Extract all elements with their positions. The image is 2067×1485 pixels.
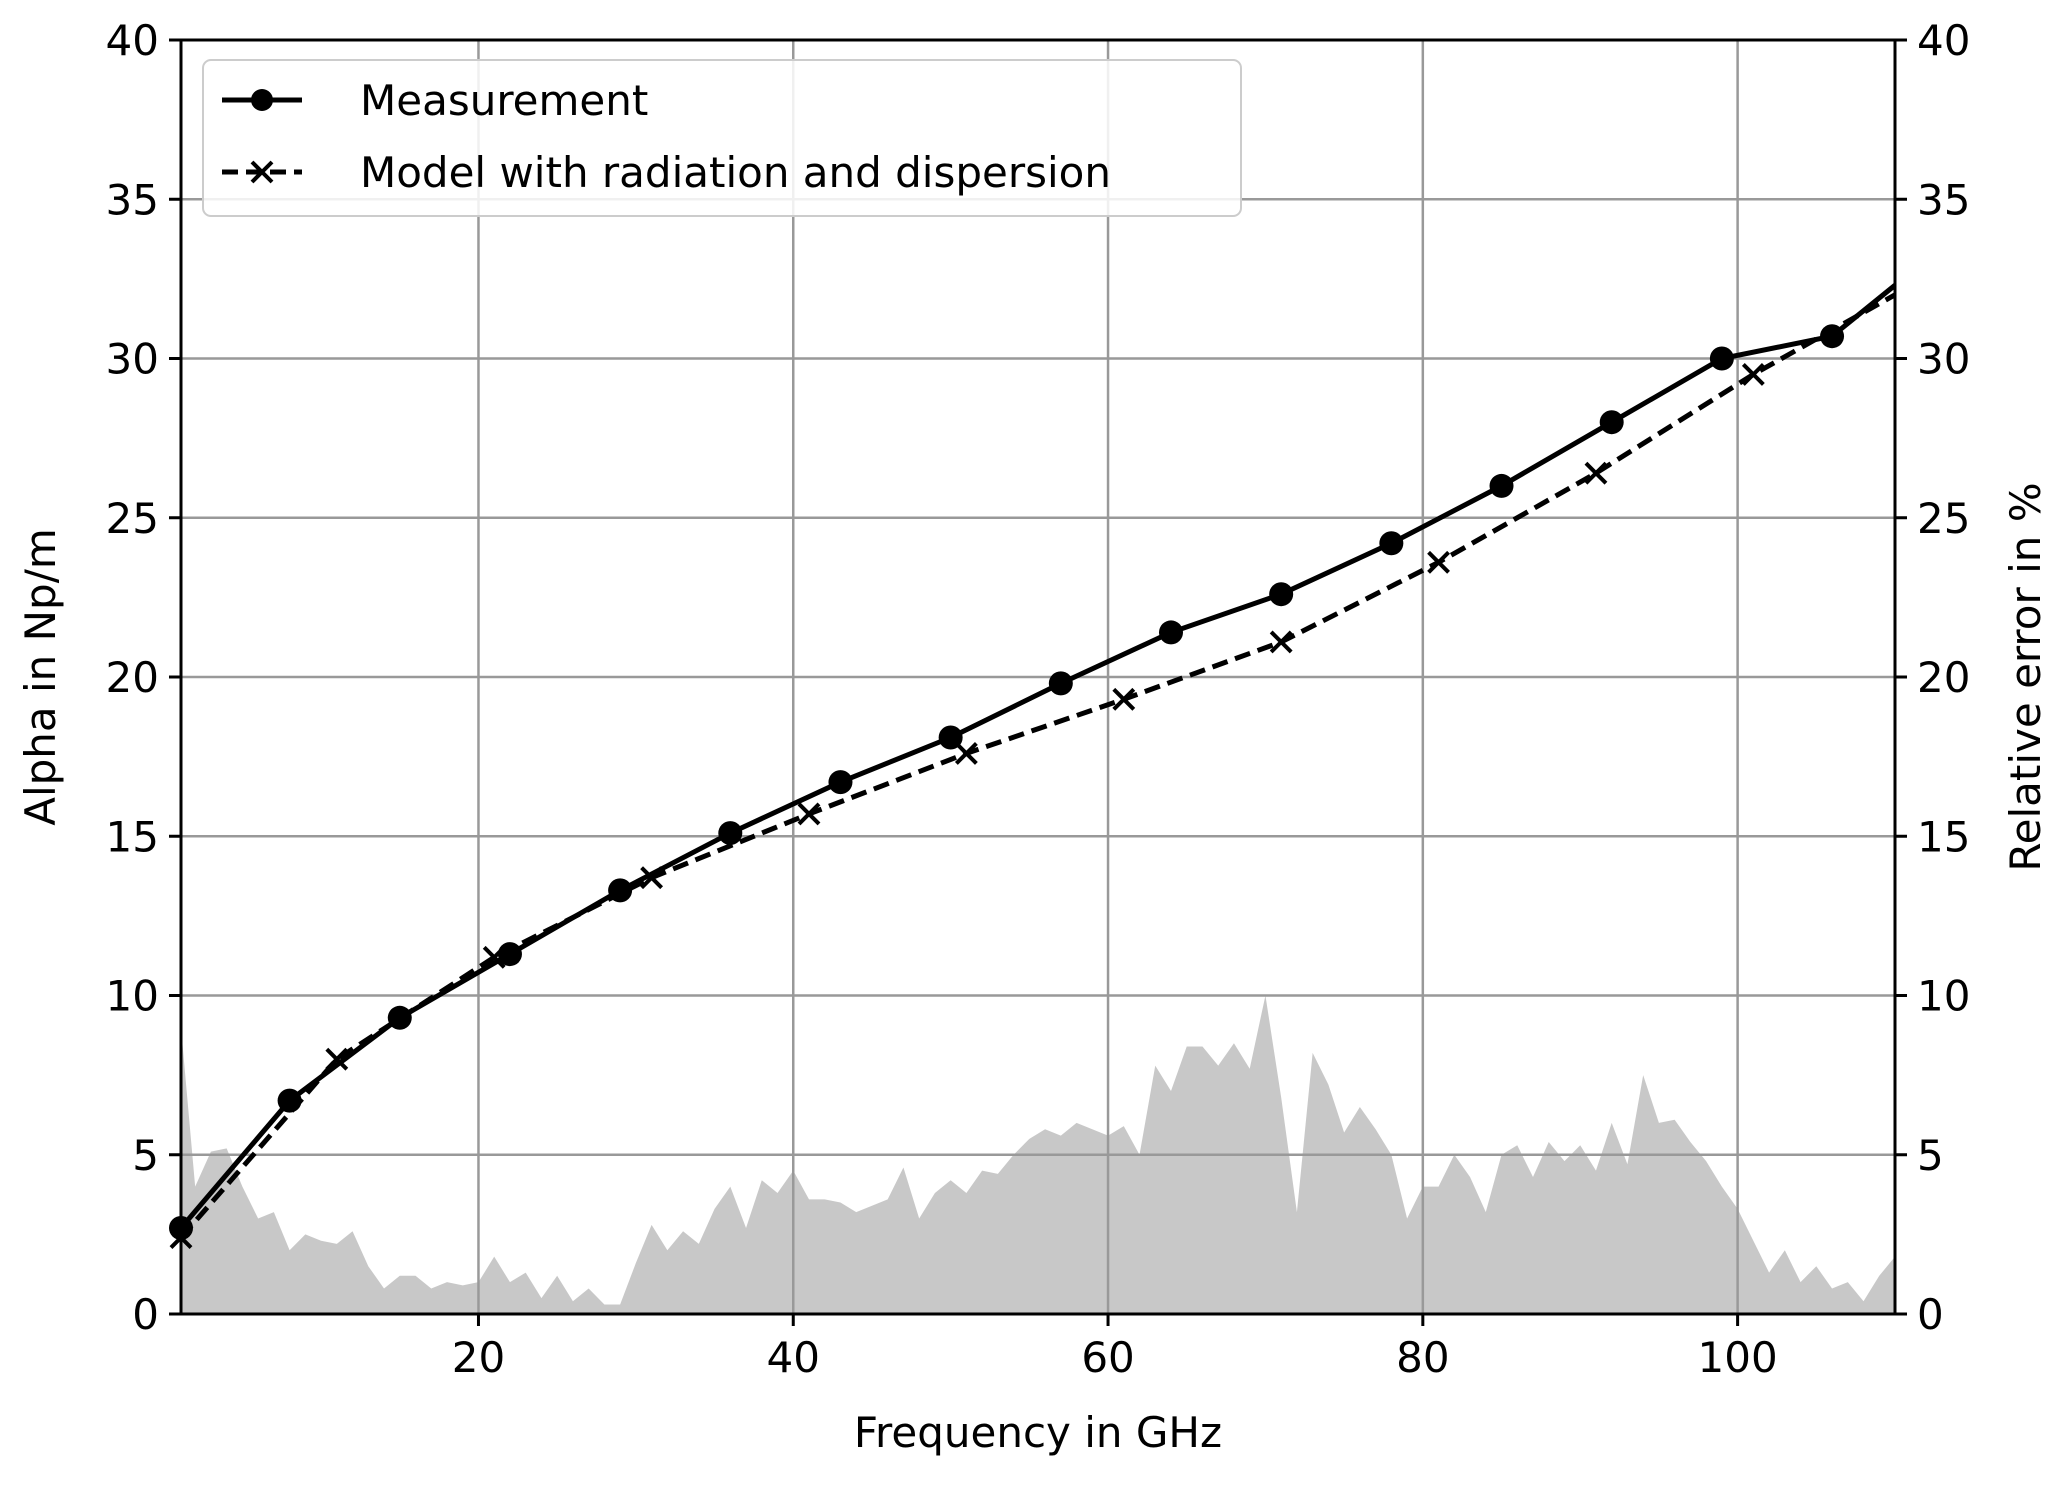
measurement-marker [828, 770, 853, 795]
legend-model-marker [250, 160, 274, 184]
measurement-marker [1820, 324, 1845, 349]
legend-measurement-marker [251, 89, 273, 111]
measurement-marker [1379, 531, 1404, 556]
y-tick-label: 5 [132, 1131, 159, 1180]
y-tick-label: 20 [106, 653, 159, 702]
model-marker [325, 1047, 349, 1071]
x-tick-label: 40 [767, 1333, 820, 1382]
model-marker [1741, 363, 1765, 386]
measurement-marker [387, 1005, 412, 1030]
y2-tick-label: 10 [1917, 972, 1970, 1021]
x-tick-label: 60 [1081, 1333, 1134, 1382]
y-tick-label: 15 [106, 812, 159, 861]
series-layer [169, 283, 1897, 1249]
y2-tick-label: 20 [1917, 653, 1970, 702]
legend-box [202, 59, 1242, 217]
model-marker [640, 866, 664, 890]
axis-layer: 20 40 60 80 100 0 5 10 15 20 25 30 35 40 0 5 10 15 20 25 30 3… [106, 16, 1971, 1382]
y2-tick-label: 30 [1917, 335, 1970, 384]
y-tick-label: 10 [106, 972, 159, 1021]
y-tick-label: 30 [106, 335, 159, 384]
model-marker [1112, 687, 1136, 711]
measurement-marker [1048, 671, 1073, 696]
x-axis-label: Frequency in GHz [854, 1408, 1222, 1457]
measurement-marker [718, 821, 743, 846]
measurement-marker [1269, 582, 1294, 607]
legend: Measurement Model with radiation and dis… [202, 59, 1242, 217]
y2-tick-label: 5 [1917, 1131, 1944, 1180]
model-marker [797, 802, 821, 826]
measurement-marker [1709, 346, 1734, 371]
model-marker [954, 742, 978, 765]
y-axis-label: Alpha in Np/m [16, 528, 65, 826]
measurement-marker [497, 942, 522, 967]
x-tick-label: 100 [1698, 1333, 1778, 1382]
measurement-marker [277, 1088, 302, 1113]
y2-tick-label: 35 [1917, 175, 1970, 224]
legend-model-label: Model with radiation and dispersion [360, 148, 1111, 197]
y2-tick-label: 25 [1917, 494, 1970, 543]
measurement-line [179, 283, 1897, 1230]
measurement-marker [938, 725, 963, 750]
y2-tick-label: 15 [1917, 812, 1970, 861]
x-tick-label: 80 [1396, 1333, 1449, 1382]
model-marker [1427, 550, 1450, 574]
y-tick-label: 25 [106, 494, 159, 543]
model-line [179, 292, 1897, 1240]
measurement-marker [1599, 410, 1624, 435]
measurement-marker [1158, 620, 1183, 645]
y2-axis-label: Relative error in % [2001, 482, 2050, 871]
y2-tick-label: 40 [1917, 16, 1970, 65]
model-marker [1584, 461, 1608, 485]
y-tick-label: 35 [106, 175, 159, 224]
legend-measurement-label: Measurement [360, 76, 648, 125]
y-tick-label: 0 [132, 1290, 159, 1339]
measurement-marker [1489, 473, 1514, 498]
y2-tick-label: 0 [1917, 1290, 1944, 1339]
measurement-marker [608, 878, 633, 903]
x-tick-label: 20 [452, 1333, 505, 1382]
y-tick-label: 40 [106, 16, 159, 65]
model-marker [1269, 630, 1293, 654]
